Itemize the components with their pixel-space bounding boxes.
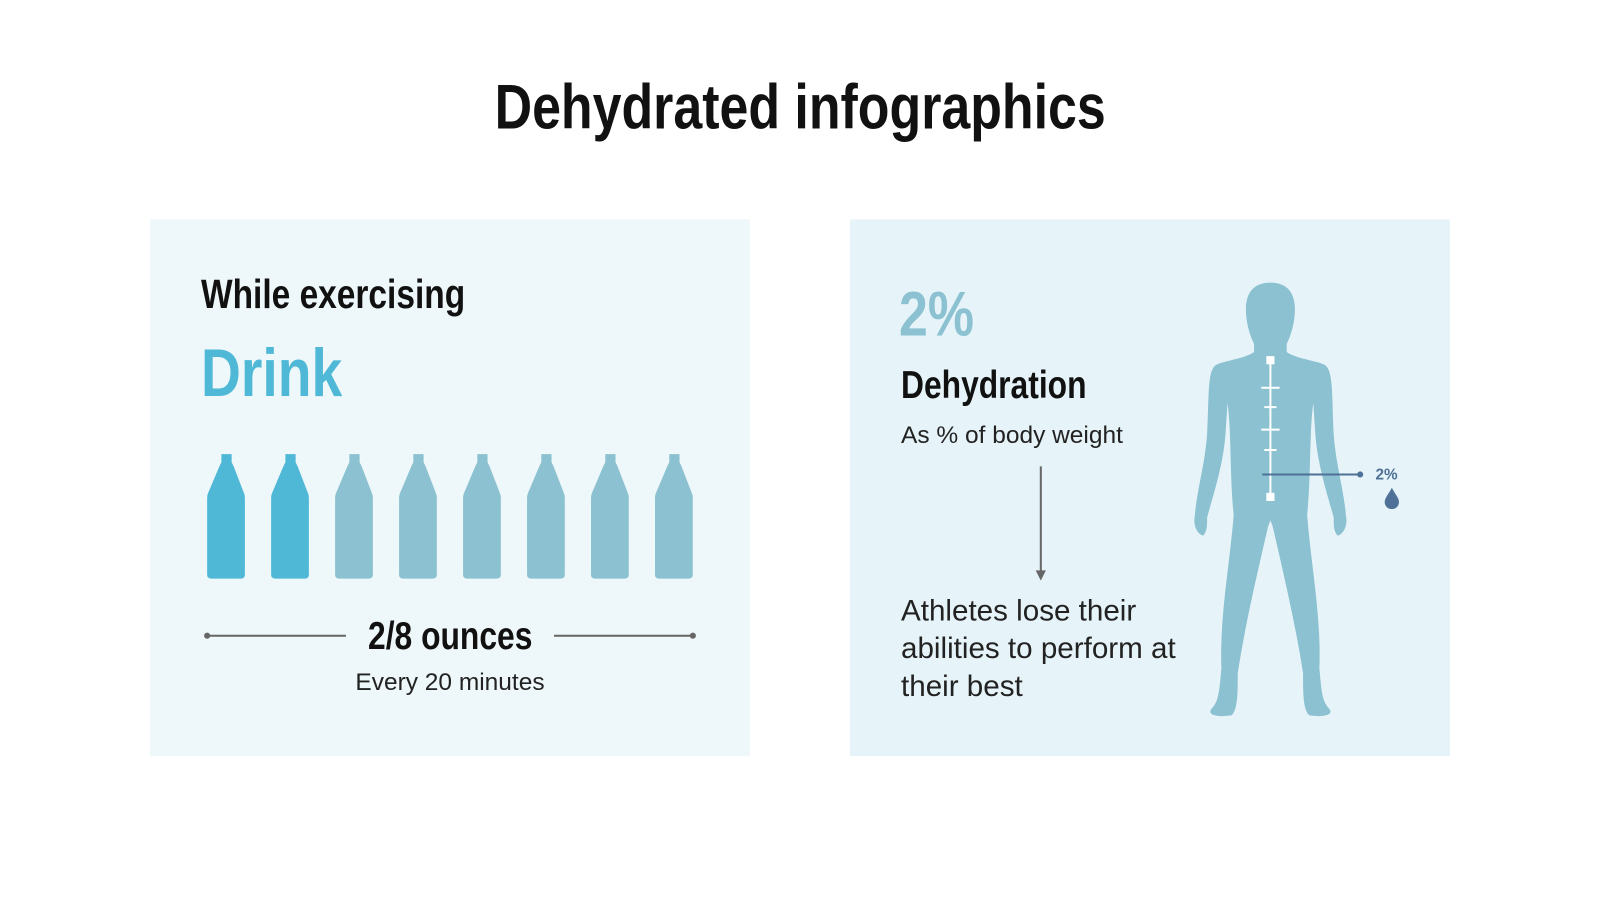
bottle-empty-icon [399,454,437,579]
amount-divider [204,632,696,639]
exercise-panel: While exercising Drink 2/8 ounces Every … [149,219,750,757]
amount-value: 2/8 ounces [367,615,533,659]
bottle-filled-icon [207,454,245,579]
description-text: Athletes lose their abilities to perform… [901,594,1176,704]
arrow-down-icon [1035,466,1046,581]
dehydration-heading: Dehydration [901,364,1087,408]
bottle-filled-icon [271,454,309,579]
bottle-empty-icon [654,454,693,579]
water-drop-icon [1384,487,1399,510]
bottle-empty-icon [335,454,373,579]
exercise-heading: While exercising [201,272,466,318]
bottle-empty-icon [463,454,501,579]
drink-label: Drink [201,334,343,411]
percent-value: 2% [898,279,974,350]
bottles-graphic [207,454,693,579]
dehydration-panel: 2% Dehydration As % of body weight Athle… [849,219,1450,757]
bottle-empty-icon [527,454,565,579]
page-title: Dehydrated infographics [494,72,1106,143]
dehydration-subheading: As % of body weight [901,421,1123,449]
body-percent-label: 2% [1375,466,1398,484]
frequency-text: Every 20 minutes [355,668,545,696]
human-body-icon [1194,282,1364,717]
bottle-empty-icon [591,454,629,579]
